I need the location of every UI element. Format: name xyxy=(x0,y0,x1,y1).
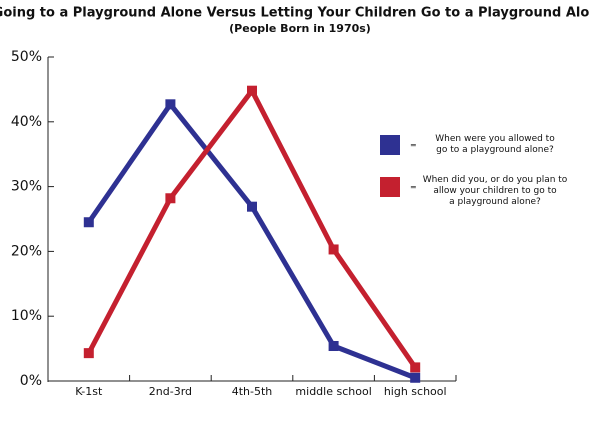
legend-swatch xyxy=(380,135,400,155)
x-tick-label: high school xyxy=(384,385,447,398)
legend-swatch xyxy=(380,177,400,197)
legend-label: When did you, or do you plan to allow yo… xyxy=(422,174,568,207)
chart-subtitle: (People Born in 1970s) xyxy=(229,22,371,35)
point-marker xyxy=(83,348,94,359)
y-tick-label: 40% xyxy=(11,114,42,130)
y-tick-label: 0% xyxy=(20,373,42,389)
point-marker xyxy=(410,362,421,373)
point-marker xyxy=(83,217,94,228)
legend-separator: = xyxy=(410,141,417,150)
point-marker xyxy=(247,201,257,212)
y-tick-label: 30% xyxy=(11,179,42,195)
point-marker xyxy=(165,99,176,110)
x-tick-label: 4th-5th xyxy=(232,385,273,398)
series-line xyxy=(86,88,418,369)
point-marker xyxy=(410,372,421,383)
point-marker xyxy=(328,244,339,255)
series-line xyxy=(86,101,417,381)
point-marker xyxy=(328,341,339,352)
x-tick-label: K-1st xyxy=(75,385,103,398)
legend-label: When were you allowed to go to a playgro… xyxy=(435,134,555,155)
y-tick-label: 50% xyxy=(11,49,42,65)
chart-title: Going to a Playground Alone Versus Letti… xyxy=(0,6,590,21)
point-marker xyxy=(165,193,176,204)
point-marker xyxy=(247,85,257,96)
y-tick-label: 20% xyxy=(11,243,42,259)
y-tick-label: 10% xyxy=(11,308,42,324)
x-tick-label: 2nd-3rd xyxy=(149,385,192,398)
x-tick-label: middle school xyxy=(295,385,371,398)
legend-separator: = xyxy=(410,183,417,192)
